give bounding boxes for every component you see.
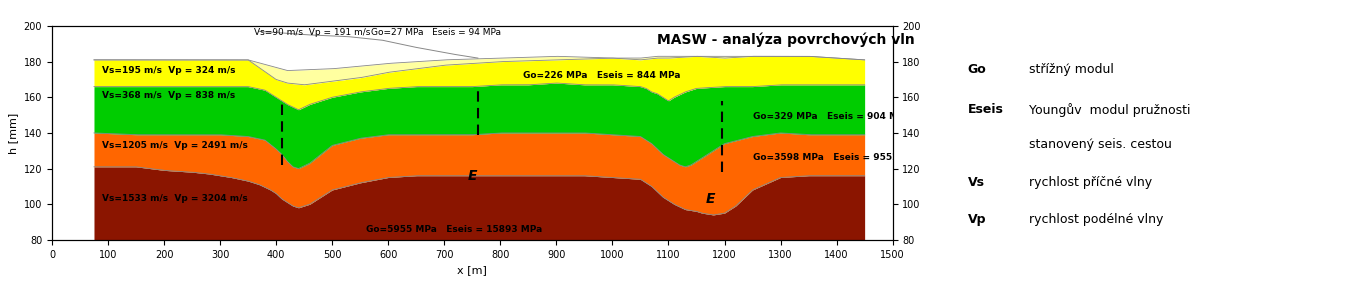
Text: Vs=1533 m/s  Vp = 3204 m/s: Vs=1533 m/s Vp = 3204 m/s	[103, 194, 249, 203]
Text: Go=329 MPa   Eseis = 904 MPa: Go=329 MPa Eseis = 904 MPa	[753, 112, 910, 121]
Text: E: E	[705, 192, 715, 206]
Text: Go: Go	[968, 63, 987, 76]
Text: MASW - analýza povrchových vln: MASW - analýza povrchových vln	[658, 32, 915, 47]
Text: střížný modul: střížný modul	[1029, 63, 1114, 76]
Text: Vs=195 m/s  Vp = 324 m/s: Vs=195 m/s Vp = 324 m/s	[103, 66, 236, 75]
Text: rychlost podélné vlny: rychlost podélné vlny	[1029, 213, 1163, 226]
Text: Youngův  modul pružnosti: Youngův modul pružnosti	[1029, 103, 1191, 117]
X-axis label: x [m]: x [m]	[458, 265, 487, 275]
Text: stanovený seis. cestou: stanovený seis. cestou	[1029, 138, 1173, 151]
Text: Vs=90 m/s  Vp = 191 m/s: Vs=90 m/s Vp = 191 m/s	[254, 28, 370, 37]
Text: Go=27 MPa   Eseis = 94 MPa: Go=27 MPa Eseis = 94 MPa	[372, 28, 502, 37]
Text: Vs: Vs	[968, 176, 984, 188]
Text: Go=3598 MPa   Eseis = 9552 MPa: Go=3598 MPa Eseis = 9552 MPa	[753, 153, 923, 162]
Y-axis label: h [mm]: h [mm]	[8, 112, 18, 153]
Text: Vs=1205 m/s  Vp = 2491 m/s: Vs=1205 m/s Vp = 2491 m/s	[103, 141, 249, 150]
Text: E: E	[468, 169, 477, 183]
Text: Go=226 MPa   Eseis = 844 MPa: Go=226 MPa Eseis = 844 MPa	[522, 71, 681, 80]
Text: rychlost příčné vlny: rychlost příčné vlny	[1029, 176, 1152, 188]
Text: Vp: Vp	[968, 213, 987, 226]
Text: Go=5955 MPa   Eseis = 15893 MPa: Go=5955 MPa Eseis = 15893 MPa	[366, 225, 543, 234]
Text: Eseis: Eseis	[968, 103, 1003, 116]
Text: Vs=368 m/s  Vp = 838 m/s: Vs=368 m/s Vp = 838 m/s	[103, 91, 235, 100]
